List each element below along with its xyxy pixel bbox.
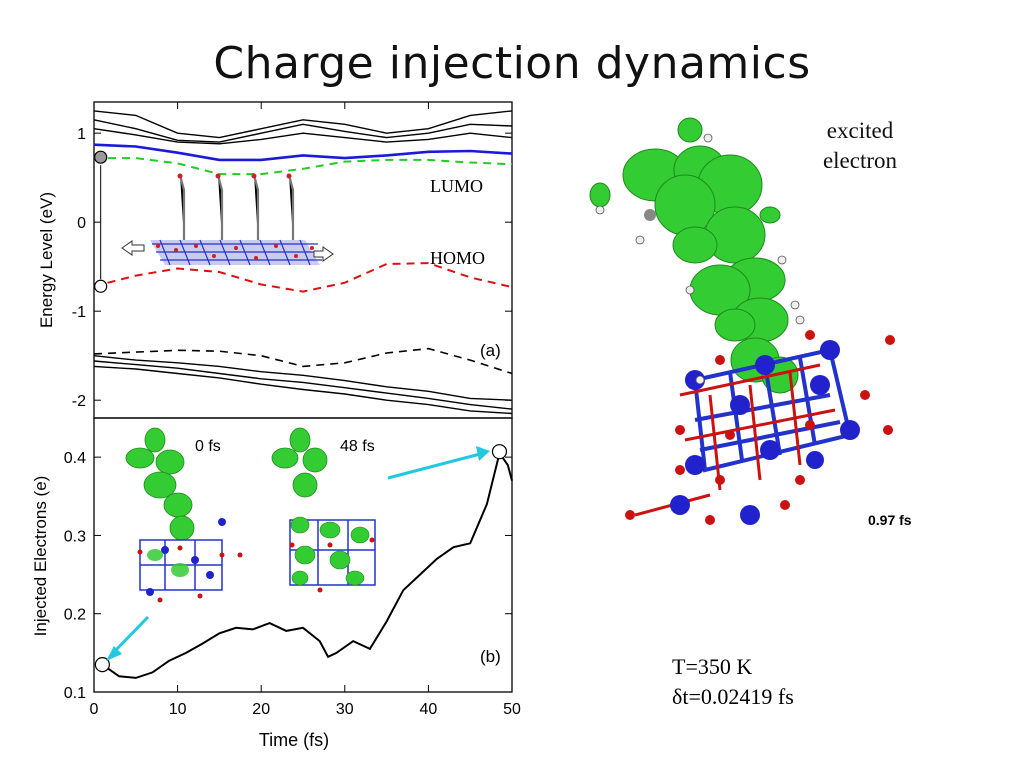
panel-b-ytick-label-3: 0.4: [64, 450, 86, 467]
injection-marker-0: [94, 656, 110, 673]
energy-series-5: [93, 128, 513, 145]
x-tick-label-5: 50: [503, 701, 521, 718]
excited-electron-label: excited electron: [800, 116, 920, 176]
panel-a-ytick-label-3: 1: [77, 126, 86, 143]
x-tick-label-1: 10: [169, 701, 187, 718]
panel-a-ylabel: Energy Level (eV): [37, 192, 56, 328]
page-title: Charge injection dynamics: [213, 38, 811, 89]
x-axis-label: Time (fs): [259, 730, 329, 750]
injection-marker-1: [491, 444, 508, 460]
energy-series-6: [93, 347, 513, 375]
panel-a-ytick-label-1: -1: [72, 304, 86, 321]
x-tick-label-0: 0: [90, 701, 99, 718]
panel-a-ytick-label-0: -2: [72, 393, 86, 410]
cyan-arrows: [106, 446, 490, 661]
excited-label-line2: electron: [822, 148, 898, 173]
panel-a-ticks: -2 -1 0 1: [72, 126, 512, 410]
excited-label-line1: excited: [826, 118, 894, 143]
panel-b-ytick-label-2: 0.3: [64, 528, 86, 545]
timestep-value: δt=0.02419 fs: [672, 684, 794, 709]
homo-label: HOMO: [430, 248, 485, 268]
snapshot-time: 0.97 fs: [868, 512, 912, 528]
panel-b-ylabel: Injected Electrons (e): [31, 476, 50, 637]
excited-electron-molecule: [589, 117, 895, 525]
simulation-parameters: T=350 K δt=0.02419 fs: [672, 652, 794, 712]
energy-series-8: [93, 360, 513, 410]
inset-0fs-label: 0 fs: [195, 438, 221, 455]
energy-series-3: [93, 110, 513, 139]
energy-series-4: [93, 119, 513, 143]
x-tick-label-2: 20: [252, 701, 270, 718]
injection-series-0: [101, 450, 513, 679]
panel-b-ytick-label-1: 0.2: [64, 607, 86, 624]
temperature-value: T=350 K: [672, 654, 753, 679]
panel-b-series: [94, 444, 513, 679]
energy-series-2: [93, 262, 513, 293]
panel-a-series: [93, 110, 513, 415]
x-tick-label-4: 40: [420, 701, 438, 718]
density-inset-0fs: [125, 427, 243, 603]
x-tick-label-3: 30: [336, 701, 354, 718]
inset-48fs-label: 48 fs: [340, 438, 375, 455]
level-marker-1: [94, 279, 108, 293]
density-inset-48fs: [271, 427, 376, 593]
panel-a-label: (a): [480, 341, 501, 360]
lumo-label: LUMO: [430, 176, 483, 196]
energy-series-1: [93, 143, 513, 162]
energy-series-9: [93, 365, 513, 415]
panel-b-frame: [93, 417, 513, 693]
level-marker-0: [94, 150, 108, 164]
panel-a-ytick-label-2: 0: [77, 215, 86, 232]
energy-series-7: [93, 355, 513, 401]
panel-b-ytick-label-0: 0.1: [64, 685, 86, 702]
energy-series-0: [94, 157, 513, 176]
panel-b-label: (b): [480, 647, 501, 666]
surface-slab-inset: [121, 173, 334, 266]
panel-b-ticks: 0.10.20.30.40 10 20 30 40 50: [64, 102, 521, 718]
